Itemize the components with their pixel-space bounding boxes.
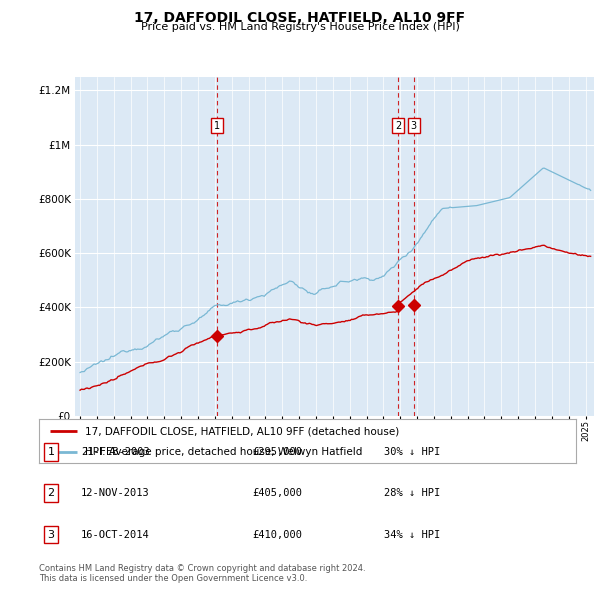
Text: 2: 2 bbox=[47, 489, 55, 498]
Text: 3: 3 bbox=[410, 120, 416, 130]
Text: 30% ↓ HPI: 30% ↓ HPI bbox=[384, 447, 440, 457]
Text: £405,000: £405,000 bbox=[252, 489, 302, 498]
Text: 17, DAFFODIL CLOSE, HATFIELD, AL10 9FF: 17, DAFFODIL CLOSE, HATFIELD, AL10 9FF bbox=[134, 11, 466, 25]
Text: £410,000: £410,000 bbox=[252, 530, 302, 539]
Text: Contains HM Land Registry data © Crown copyright and database right 2024.: Contains HM Land Registry data © Crown c… bbox=[39, 565, 365, 573]
Text: Price paid vs. HM Land Registry's House Price Index (HPI): Price paid vs. HM Land Registry's House … bbox=[140, 22, 460, 32]
Text: 17, DAFFODIL CLOSE, HATFIELD, AL10 9FF (detached house): 17, DAFFODIL CLOSE, HATFIELD, AL10 9FF (… bbox=[85, 427, 399, 436]
Text: 21-FEB-2003: 21-FEB-2003 bbox=[81, 447, 150, 457]
Text: 34% ↓ HPI: 34% ↓ HPI bbox=[384, 530, 440, 539]
Text: £295,000: £295,000 bbox=[252, 447, 302, 457]
Text: 3: 3 bbox=[47, 530, 55, 539]
Text: 28% ↓ HPI: 28% ↓ HPI bbox=[384, 489, 440, 498]
Text: 2: 2 bbox=[395, 120, 401, 130]
Text: 1: 1 bbox=[214, 120, 220, 130]
Text: 12-NOV-2013: 12-NOV-2013 bbox=[81, 489, 150, 498]
Text: This data is licensed under the Open Government Licence v3.0.: This data is licensed under the Open Gov… bbox=[39, 574, 307, 583]
Text: HPI: Average price, detached house, Welwyn Hatfield: HPI: Average price, detached house, Welw… bbox=[85, 447, 362, 457]
Text: 16-OCT-2014: 16-OCT-2014 bbox=[81, 530, 150, 539]
Text: 1: 1 bbox=[47, 447, 55, 457]
